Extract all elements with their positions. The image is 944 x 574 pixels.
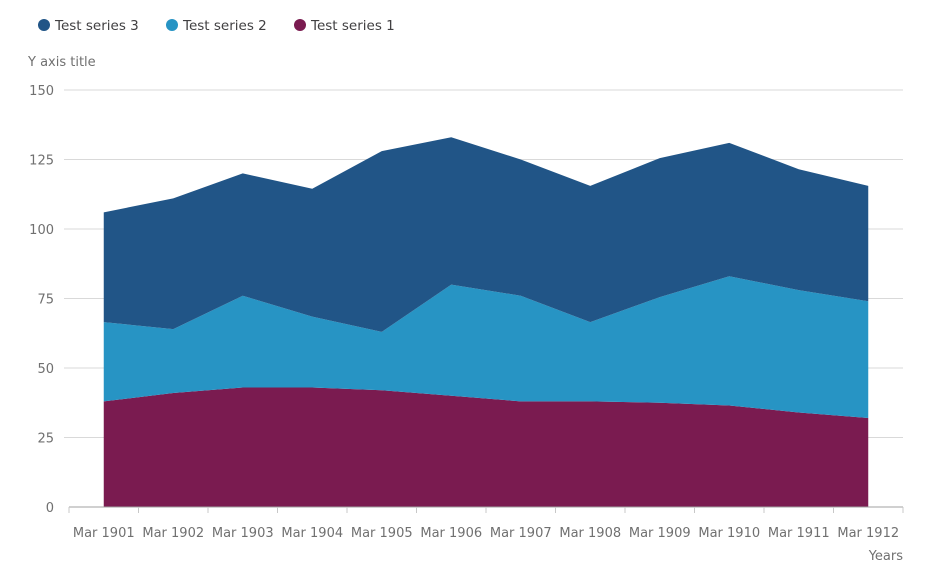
areas — [103, 137, 869, 507]
y-tick-label: 100 — [29, 223, 54, 238]
x-axis: Mar 1901 Mar 1902 Mar 1903 Mar 1904 Mar 1905… — [68, 506, 904, 541]
x-tick-label: Mar 1907 — [490, 526, 552, 541]
x-tick-label: Mar 1912 — [837, 526, 899, 541]
legend-item-series-1[interactable]: Test series 1 — [294, 18, 395, 34]
legend: Test series 3 Test series 2 Test series 1 — [38, 18, 395, 34]
x-tick-label: Mar 1911 — [768, 526, 830, 541]
x-tick-label: Mar 1902 — [142, 526, 204, 541]
y-axis-title: Y axis title — [27, 55, 96, 70]
x-tick-label: Mar 1910 — [698, 526, 760, 541]
legend-marker — [38, 19, 50, 31]
area-series-3 — [103, 137, 869, 332]
x-tick-label: Mar 1908 — [559, 526, 621, 541]
legend-item-series-3[interactable]: Test series 3 — [38, 18, 139, 34]
x-axis-title: Years — [868, 549, 904, 564]
y-tick-label: 125 — [29, 154, 54, 169]
legend-label: Test series 1 — [310, 18, 395, 34]
x-tick-label: Mar 1905 — [351, 526, 413, 541]
y-tick-label: 25 — [37, 432, 54, 447]
x-tick-label: Mar 1909 — [629, 526, 691, 541]
x-tick-label: Mar 1906 — [420, 526, 482, 541]
area-series-2 — [103, 276, 869, 419]
y-tick-label: 150 — [29, 84, 54, 99]
legend-marker — [166, 19, 178, 31]
y-tick-label: 0 — [46, 501, 54, 516]
legend-marker — [294, 19, 306, 31]
x-tick-label: Mar 1904 — [281, 526, 343, 541]
area-series-1 — [103, 387, 869, 507]
y-tick-label: 50 — [37, 362, 54, 377]
x-tick-label: Mar 1903 — [212, 526, 274, 541]
y-tick-label: 75 — [37, 293, 54, 308]
x-tick-label: Mar 1901 — [73, 526, 135, 541]
legend-label: Test series 3 — [54, 18, 139, 34]
legend-label: Test series 2 — [182, 18, 267, 34]
legend-item-series-2[interactable]: Test series 2 — [166, 18, 267, 34]
